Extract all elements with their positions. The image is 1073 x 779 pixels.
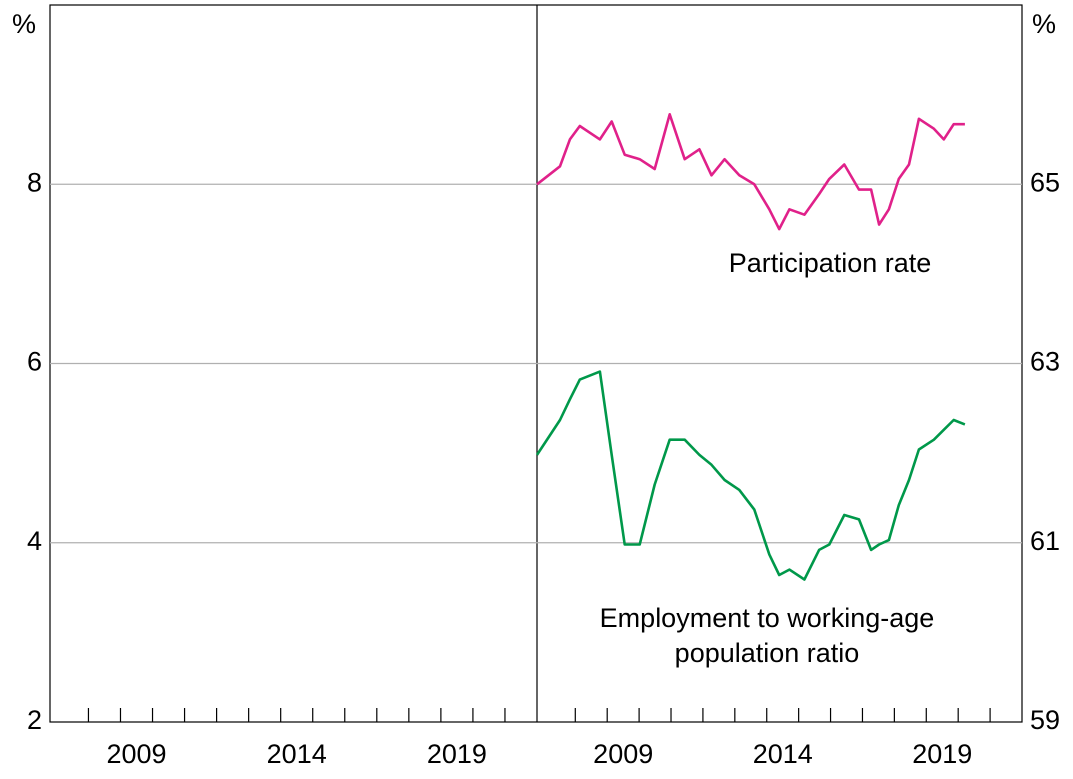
y2-tick-label: 65 bbox=[1030, 167, 1060, 197]
y-tick-label: 8 bbox=[27, 167, 42, 197]
x-tick-label: 2009 bbox=[593, 739, 653, 769]
x-tick-label: 2014 bbox=[267, 739, 327, 769]
y2-axis-unit: % bbox=[1032, 9, 1056, 39]
x-tick-label: 2014 bbox=[753, 739, 813, 769]
series-line bbox=[536, 113, 965, 231]
y-tick-label: 4 bbox=[27, 526, 42, 556]
x-tick-label: 2019 bbox=[912, 739, 972, 769]
y2-tick-label: 59 bbox=[1030, 705, 1060, 735]
annotation: population ratio bbox=[675, 638, 860, 668]
x-tick-label: 2009 bbox=[106, 739, 166, 769]
annotation: Participation rate bbox=[729, 248, 932, 278]
series-line bbox=[535, 370, 966, 581]
x-tick-label: 2019 bbox=[427, 739, 487, 769]
y-tick-label: 2 bbox=[27, 705, 42, 735]
y2-tick-label: 63 bbox=[1030, 347, 1060, 377]
annotation: Employment to working-age bbox=[600, 603, 935, 633]
y-tick-label: 6 bbox=[27, 347, 42, 377]
y-axis-unit: % bbox=[12, 9, 36, 39]
y2-tick-label: 61 bbox=[1030, 526, 1060, 556]
